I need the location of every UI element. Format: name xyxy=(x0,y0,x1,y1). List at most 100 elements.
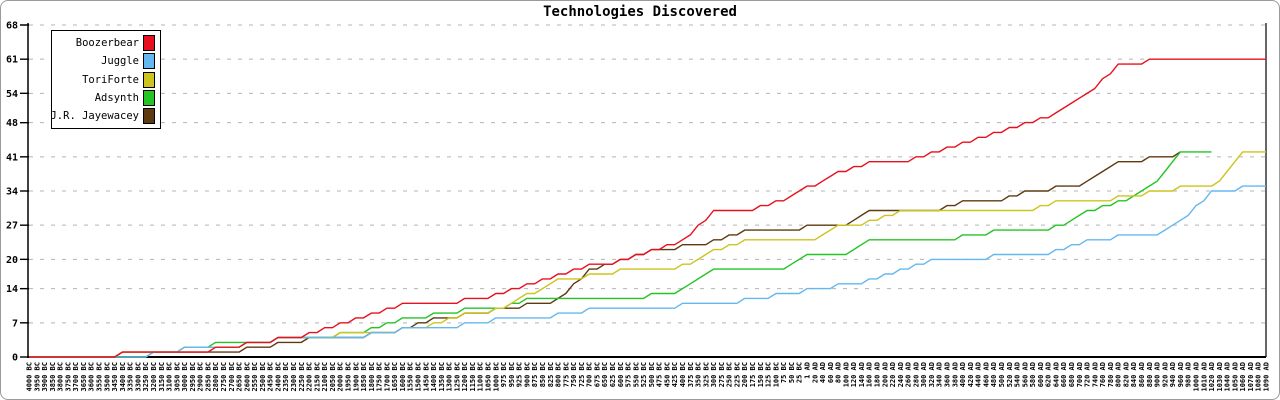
x-tick-label: 2700 BC xyxy=(228,362,236,392)
x-tick-label: 1400 BC xyxy=(430,362,438,392)
x-tick-label: 760 AD xyxy=(1099,362,1107,387)
x-tick-label: 3750 BC xyxy=(64,362,72,392)
x-tick-label: 880 AD xyxy=(1146,362,1154,387)
x-tick-label: 3400 BC xyxy=(119,362,127,392)
x-tick-label: 1030 AD xyxy=(1216,362,1224,392)
x-tick-label: 1250 BC xyxy=(453,362,461,392)
x-tick-label: 475 BC xyxy=(656,362,664,387)
legend-row-toriforte: ToriForte xyxy=(54,71,155,88)
x-tick-label: 640 AD xyxy=(1052,362,1060,387)
x-tick-label: 2200 BC xyxy=(306,362,314,392)
x-tick-label: 575 BC xyxy=(625,362,633,387)
x-tick-label: 60 AD xyxy=(827,362,835,383)
x-tick-label: 1350 BC xyxy=(438,362,446,392)
x-tick-label: 1090 AD xyxy=(1263,362,1271,392)
x-tick-label: 2500 BC xyxy=(259,362,267,392)
x-tick-label: 2850 BC xyxy=(204,362,212,392)
x-tick-label: 680 AD xyxy=(1068,362,1076,387)
legend-label-adsynth: Adsynth xyxy=(94,91,139,104)
x-tick-label: 1040 AD xyxy=(1224,362,1232,392)
legend: Boozerbear Juggle ToriForte Adsynth J.R.… xyxy=(50,30,161,129)
x-tick-label: 2900 BC xyxy=(197,362,205,392)
x-tick-label: 350 BC xyxy=(695,362,703,387)
x-tick-label: 1200 BC xyxy=(461,362,469,392)
x-tick-label: 400 AD xyxy=(959,362,967,387)
x-tick-label: 600 BC xyxy=(617,362,625,387)
x-tick-label: 560 AD xyxy=(1021,362,1029,387)
x-tick-label: 3300 BC xyxy=(134,362,142,392)
x-tick-label: 375 BC xyxy=(687,362,695,387)
chart-title: Technologies Discovered xyxy=(543,4,737,20)
x-tick-label: 1020 AD xyxy=(1208,362,1216,392)
x-tick-label: 150 BC xyxy=(757,362,765,387)
x-tick-label: 3800 BC xyxy=(57,362,65,392)
x-tick-label: 750 BC xyxy=(570,362,578,387)
x-tick-label: 975 BC xyxy=(500,362,508,387)
x-tick-label: 1100 BC xyxy=(477,362,485,392)
x-tick-label: 120 AD xyxy=(850,362,858,387)
x-tick-label: 540 AD xyxy=(1014,362,1022,387)
x-tick-label: 1950 BC xyxy=(344,362,352,392)
x-tick-label: 40 AD xyxy=(819,362,827,383)
x-tick-label: 1550 BC xyxy=(407,362,415,392)
x-tick-label: 3950 BC xyxy=(33,362,41,392)
x-tick-label: 1900 BC xyxy=(352,362,360,392)
x-tick-label: 850 BC xyxy=(539,362,547,387)
legend-swatch-toriforte-icon xyxy=(143,71,155,88)
y-tick-label: 0 xyxy=(12,353,18,364)
series-line-toriforte xyxy=(29,151,1266,358)
x-tick-label: 250 BC xyxy=(726,362,734,387)
x-tick-label: 175 BC xyxy=(749,362,757,387)
x-tick-label: 3150 BC xyxy=(158,362,166,392)
x-tick-label: 1 AD xyxy=(803,362,811,379)
x-tick-label: 75 BC xyxy=(780,362,788,383)
x-tick-label: 450 BC xyxy=(663,362,671,387)
x-tick-label: 620 AD xyxy=(1045,362,1053,387)
x-tick-label: 425 BC xyxy=(671,362,679,387)
x-tick-label: 360 AD xyxy=(944,362,952,387)
x-tick-label: 2550 BC xyxy=(251,362,259,392)
x-tick-label: 3050 BC xyxy=(173,362,181,392)
x-tick-label: 725 BC xyxy=(578,362,586,387)
x-tick-label: 3250 BC xyxy=(142,362,150,392)
x-tick-label: 675 BC xyxy=(593,362,601,387)
x-tick-label: 20 AD xyxy=(811,362,819,383)
x-tick-label: 2800 BC xyxy=(212,362,220,392)
x-tick-label: 950 BC xyxy=(508,362,516,387)
x-tick-label: 300 AD xyxy=(920,362,928,387)
x-tick-label: 720 AD xyxy=(1084,362,1092,387)
x-tick-label: 3200 BC xyxy=(150,362,158,392)
x-tick-label: 1000 BC xyxy=(492,362,500,392)
x-tick-label: 440 AD xyxy=(975,362,983,387)
y-tick-label: 68 xyxy=(6,21,18,32)
x-tick-label: 2150 BC xyxy=(313,362,321,392)
x-tick-label: 600 AD xyxy=(1037,362,1045,387)
x-tick-label: 840 AD xyxy=(1130,362,1138,387)
x-tick-label: 925 BC xyxy=(516,362,524,387)
x-tick-label: 800 BC xyxy=(555,362,563,387)
x-tick-label: 1600 BC xyxy=(399,362,407,392)
x-tick-label: 520 AD xyxy=(1006,362,1014,387)
x-tick-label: 3000 BC xyxy=(181,362,189,392)
x-tick-label: 875 BC xyxy=(531,362,539,387)
x-tick-label: 280 AD xyxy=(912,362,920,387)
x-tick-label: 380 AD xyxy=(951,362,959,387)
x-tick-label: 2600 BC xyxy=(243,362,251,392)
legend-row-adsynth: Adsynth xyxy=(54,89,155,106)
x-tick-label: 200 AD xyxy=(881,362,889,387)
x-tick-label: 1060 AD xyxy=(1239,362,1247,392)
legend-swatch-jayewacey-icon xyxy=(143,108,155,124)
x-tick-label: 100 AD xyxy=(842,362,850,387)
y-tick-label: 61 xyxy=(6,55,18,66)
y-tick-label: 34 xyxy=(6,187,18,198)
x-tick-label: 740 AD xyxy=(1091,362,1099,387)
x-tick-label: 1700 BC xyxy=(383,362,391,392)
x-tick-label: 900 BC xyxy=(523,362,531,387)
legend-swatch-adsynth-icon xyxy=(143,89,155,106)
y-tick-label: 27 xyxy=(6,221,18,232)
x-tick-label: 900 AD xyxy=(1154,362,1162,387)
x-tick-label: 940 AD xyxy=(1169,362,1177,387)
series-line-adsynth xyxy=(29,151,1212,358)
x-tick-label: 2100 BC xyxy=(321,362,329,392)
